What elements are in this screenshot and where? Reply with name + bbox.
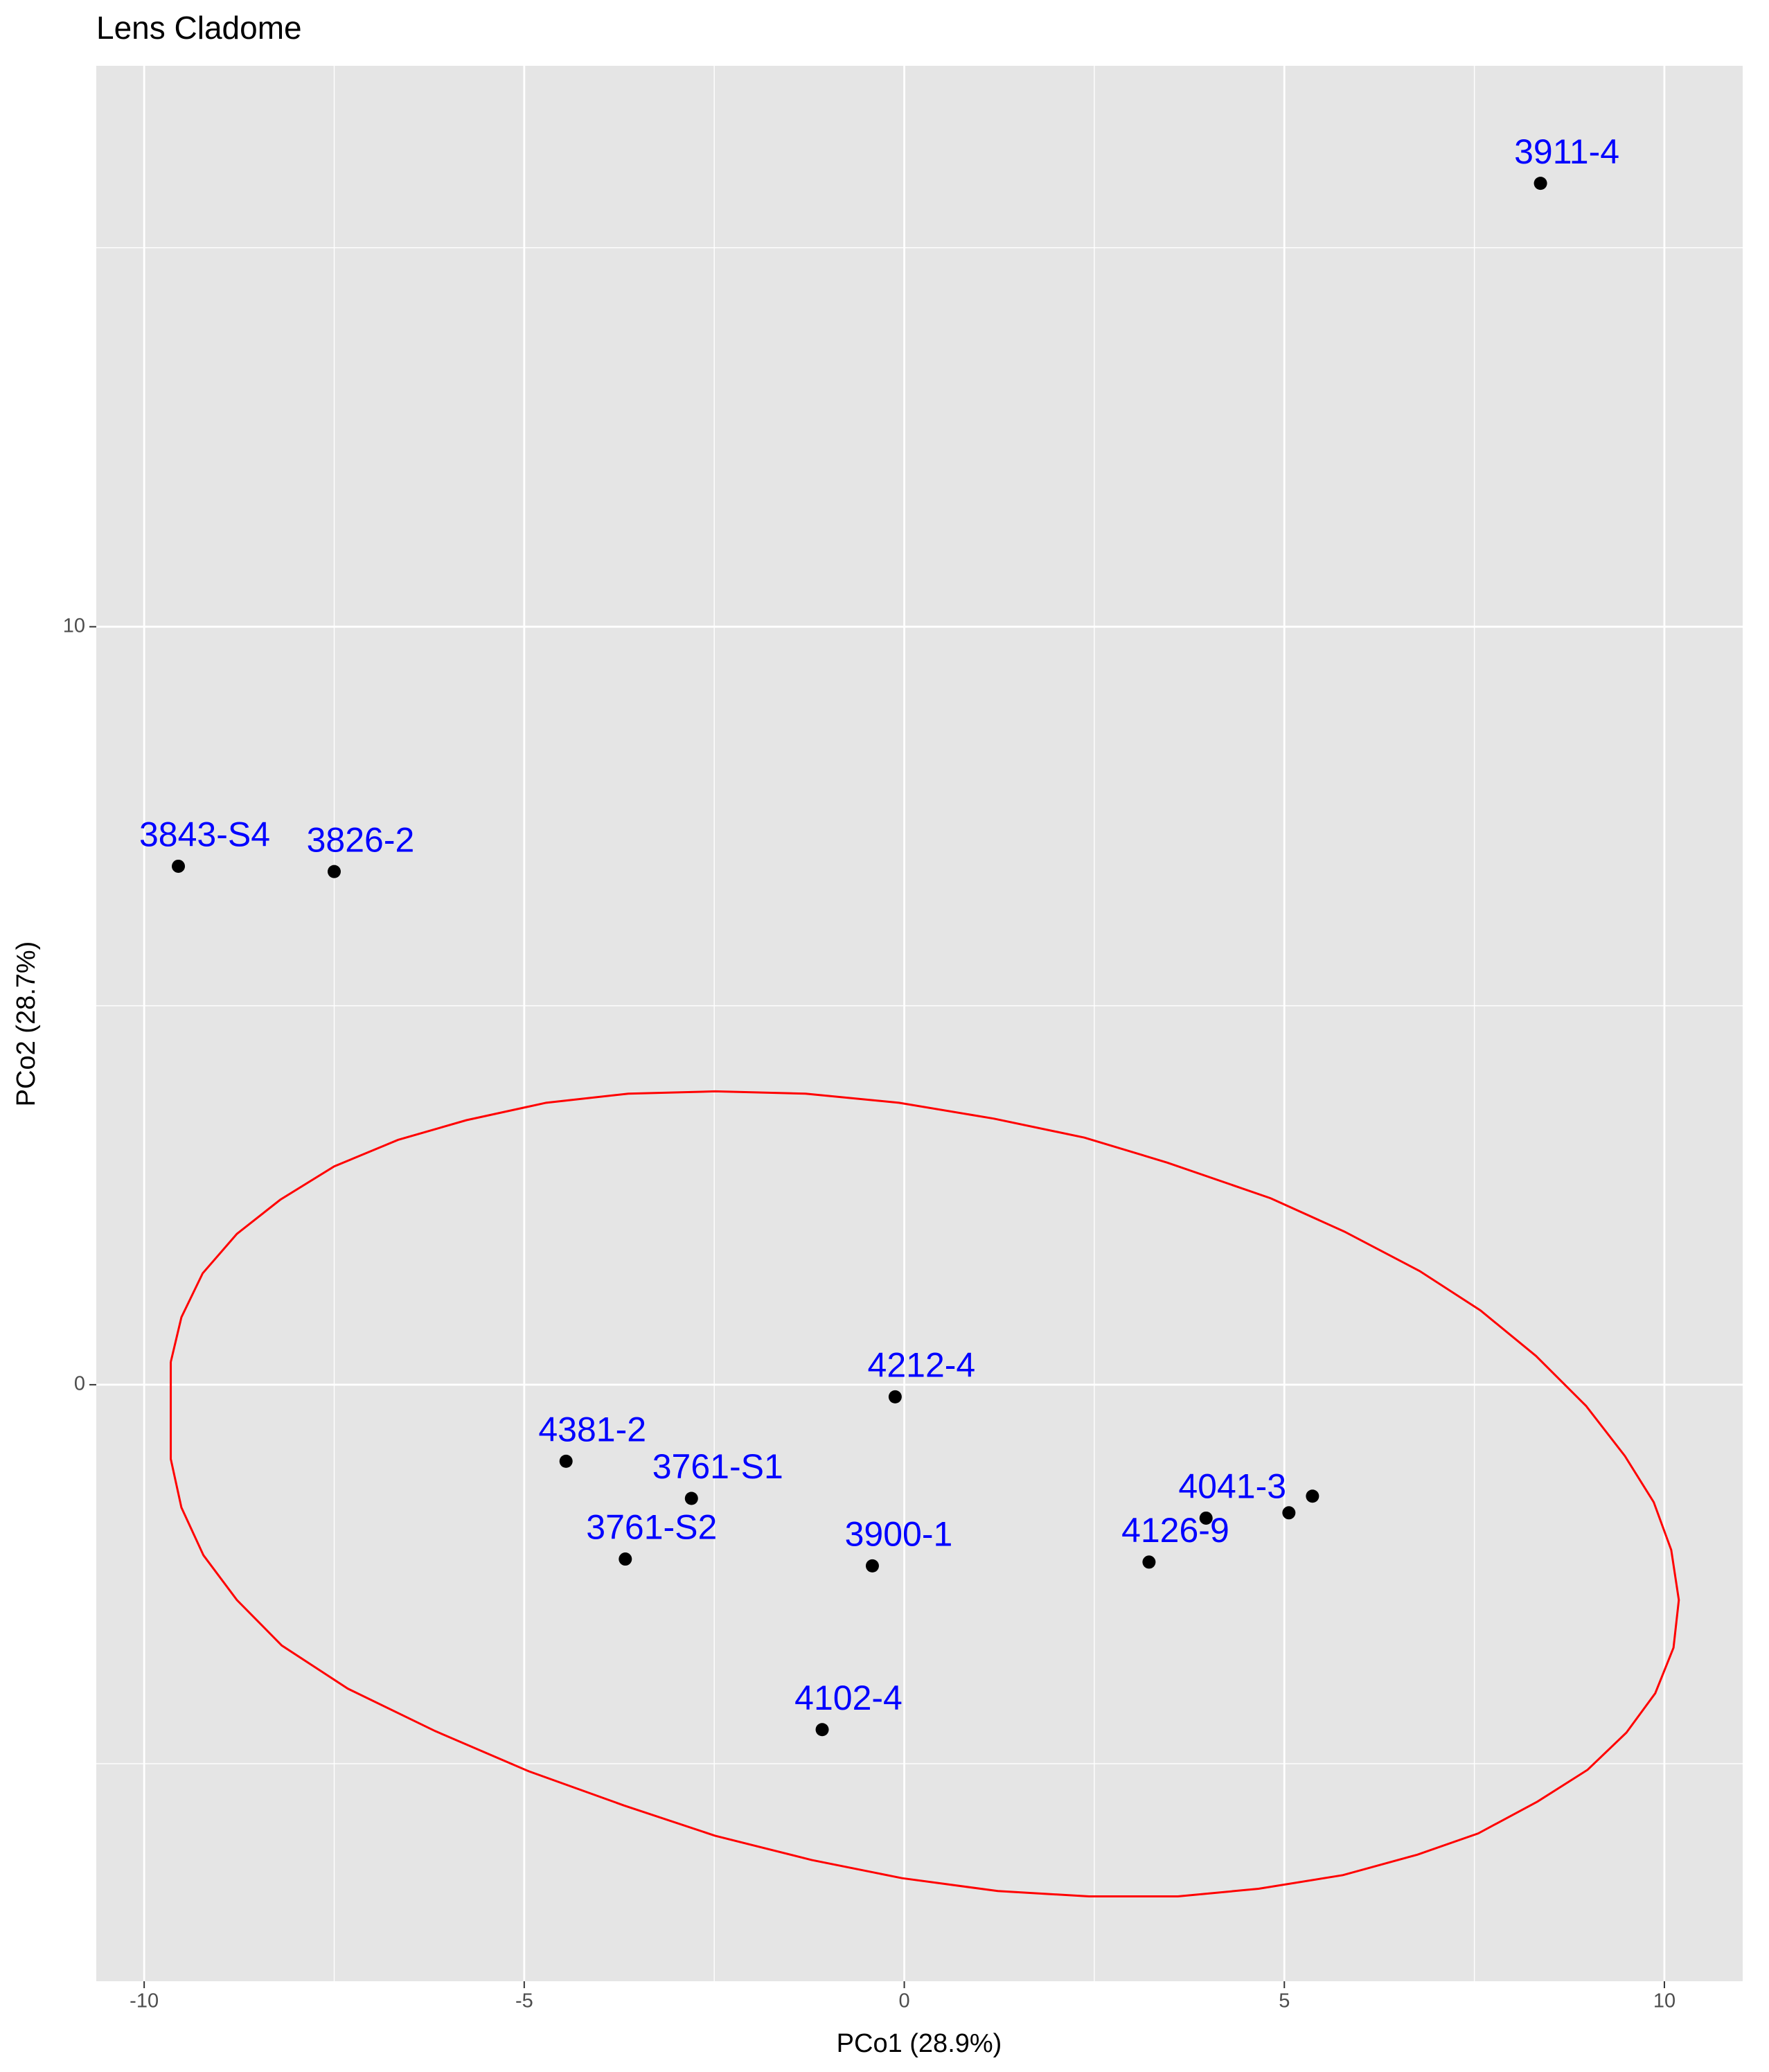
point xyxy=(888,1390,902,1404)
point xyxy=(865,1559,879,1573)
point-label: 3843-S4 xyxy=(139,815,270,854)
point xyxy=(1534,177,1547,191)
point-label: 3911-4 xyxy=(1514,132,1619,171)
point-label: 3826-2 xyxy=(307,820,415,859)
point-label: 4041-3 xyxy=(1178,1467,1286,1506)
point xyxy=(172,859,186,873)
y-tick-label: 10 xyxy=(63,614,85,637)
point xyxy=(684,1491,698,1505)
confidence-ellipse xyxy=(170,1090,1680,1897)
x-tick-label: 0 xyxy=(898,1990,909,2012)
point xyxy=(619,1552,632,1566)
x-tick-label: -10 xyxy=(130,1990,159,2012)
point xyxy=(327,865,341,878)
point xyxy=(1282,1506,1296,1520)
point-label: 4126-9 xyxy=(1121,1511,1229,1550)
point-label: 3761-S1 xyxy=(652,1447,783,1486)
point xyxy=(1199,1511,1213,1525)
x-tick-label: -5 xyxy=(515,1990,533,2012)
point-label: 4102-4 xyxy=(794,1679,903,1717)
point xyxy=(815,1723,829,1737)
point xyxy=(1142,1555,1156,1569)
y-axis-label: PCo2 (28.7%) xyxy=(12,941,41,1107)
point-label: 3900-1 xyxy=(845,1515,953,1554)
panel xyxy=(96,66,1743,1981)
point-label: 4212-4 xyxy=(868,1346,976,1385)
point xyxy=(1306,1489,1319,1503)
y-tick-label: 0 xyxy=(74,1373,85,1395)
point xyxy=(559,1454,573,1468)
x-axis-label: PCo1 (28.9%) xyxy=(837,2029,1002,2058)
x-tick-label: 5 xyxy=(1279,1990,1290,2012)
chart-title: Lens Cladome xyxy=(96,10,302,46)
point-label: 3761-S2 xyxy=(586,1508,717,1547)
point-label: 4381-2 xyxy=(538,1410,646,1449)
x-tick-label: 10 xyxy=(1653,1990,1675,2012)
